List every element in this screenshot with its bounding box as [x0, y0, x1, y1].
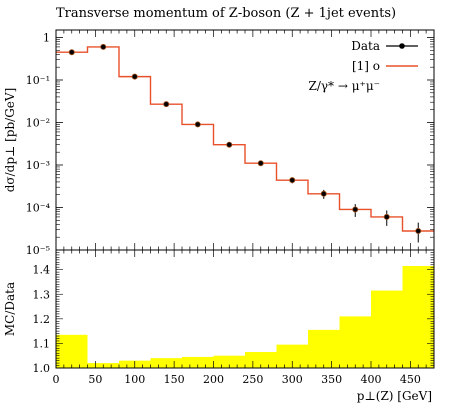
main-y-tick-label: 10⁻³: [26, 159, 50, 172]
data-point: [68, 49, 75, 56]
ratio-y-tick-label: 1.0: [33, 362, 51, 375]
ratio-y-axis-label: MC/Data: [3, 282, 17, 336]
main-y-axis: 10⁻⁵ 10⁻⁴ 10⁻³ 10⁻² 10⁻¹ 1: [26, 31, 434, 257]
ratio-bar: [182, 356, 214, 368]
data-point: [415, 227, 422, 234]
data-point: [257, 160, 264, 167]
data-point: [383, 213, 390, 220]
ratio-y-tick-label: 1.1: [33, 337, 51, 350]
ratio-bar: [150, 358, 182, 368]
main-y-tick-label: 10⁻²: [26, 116, 50, 129]
legend-mc-label: [1] o: [352, 59, 380, 73]
ratio-plot-area: [56, 265, 434, 368]
ratio-y-tick-label: 1.2: [33, 313, 51, 326]
main-y-tick-label: 10⁻¹: [26, 74, 50, 87]
main-y-axis-label: dσ/dp⊥ [pb/GeV]: [3, 88, 17, 193]
x-tick-label: 300: [282, 373, 303, 386]
x-tick-label: 450: [400, 373, 421, 386]
x-tick-label: 100: [124, 373, 145, 386]
x-axis-label: p⊥(Z) [GeV]: [357, 389, 432, 403]
main-panel: 10⁻⁵ 10⁻⁴ 10⁻³ 10⁻² 10⁻¹ 1 dσ/dp⊥ [pb/GeV] Da…: [3, 29, 435, 257]
x-axis: 0 50 100 150 200 250 300 350 400 450: [53, 250, 427, 386]
ratio-bar: [56, 334, 88, 368]
ratio-panel: 1.0 1.1 1.2 1.3 1.4 0 50 100 150 200 250 300 350 400…: [3, 249, 435, 403]
chart-title: Transverse momentum of Z-boson (Z + 1jet…: [56, 6, 396, 21]
data-point: [100, 43, 107, 50]
data-point: [289, 177, 296, 184]
ratio-bar: [308, 329, 340, 368]
data-point: [352, 206, 359, 213]
data-point: [194, 121, 201, 128]
main-plot-area: [56, 43, 434, 243]
main-x-ticks: [55, 30, 427, 250]
ratio-y-axis: 1.0 1.1 1.2 1.3 1.4: [33, 249, 434, 375]
data-point: [163, 101, 170, 108]
x-tick-label: 150: [164, 373, 185, 386]
ratio-bar: [371, 290, 403, 368]
main-y-tick-label: 10⁻⁴: [26, 201, 51, 214]
ratio-bar: [402, 265, 434, 368]
main-y-tick-label: 10⁻⁵: [26, 244, 50, 257]
ratio-bar: [276, 344, 308, 368]
data-point: [131, 73, 138, 80]
data-point: [320, 190, 327, 197]
data-point: [226, 141, 233, 148]
mc-histogram-line: [56, 46, 434, 232]
x-tick-label: 400: [361, 373, 382, 386]
x-tick-label: 250: [242, 373, 263, 386]
legend-data-marker: [399, 43, 405, 49]
ratio-y-tick-label: 1.4: [33, 264, 51, 277]
x-tick-label: 50: [88, 373, 102, 386]
x-tick-label: 0: [53, 373, 60, 386]
legend: Data [1] o Z/γ* → μ⁺μ⁻: [308, 39, 418, 93]
x-tick-label: 350: [321, 373, 342, 386]
main-y-tick-label: 1: [43, 31, 50, 44]
ratio-bar: [339, 316, 371, 368]
legend-data-label: Data: [351, 39, 380, 53]
ratio-y-tick-label: 1.3: [33, 288, 51, 301]
legend-process-label: Z/γ* → μ⁺μ⁻: [308, 79, 380, 93]
x-tick-label: 200: [203, 373, 224, 386]
